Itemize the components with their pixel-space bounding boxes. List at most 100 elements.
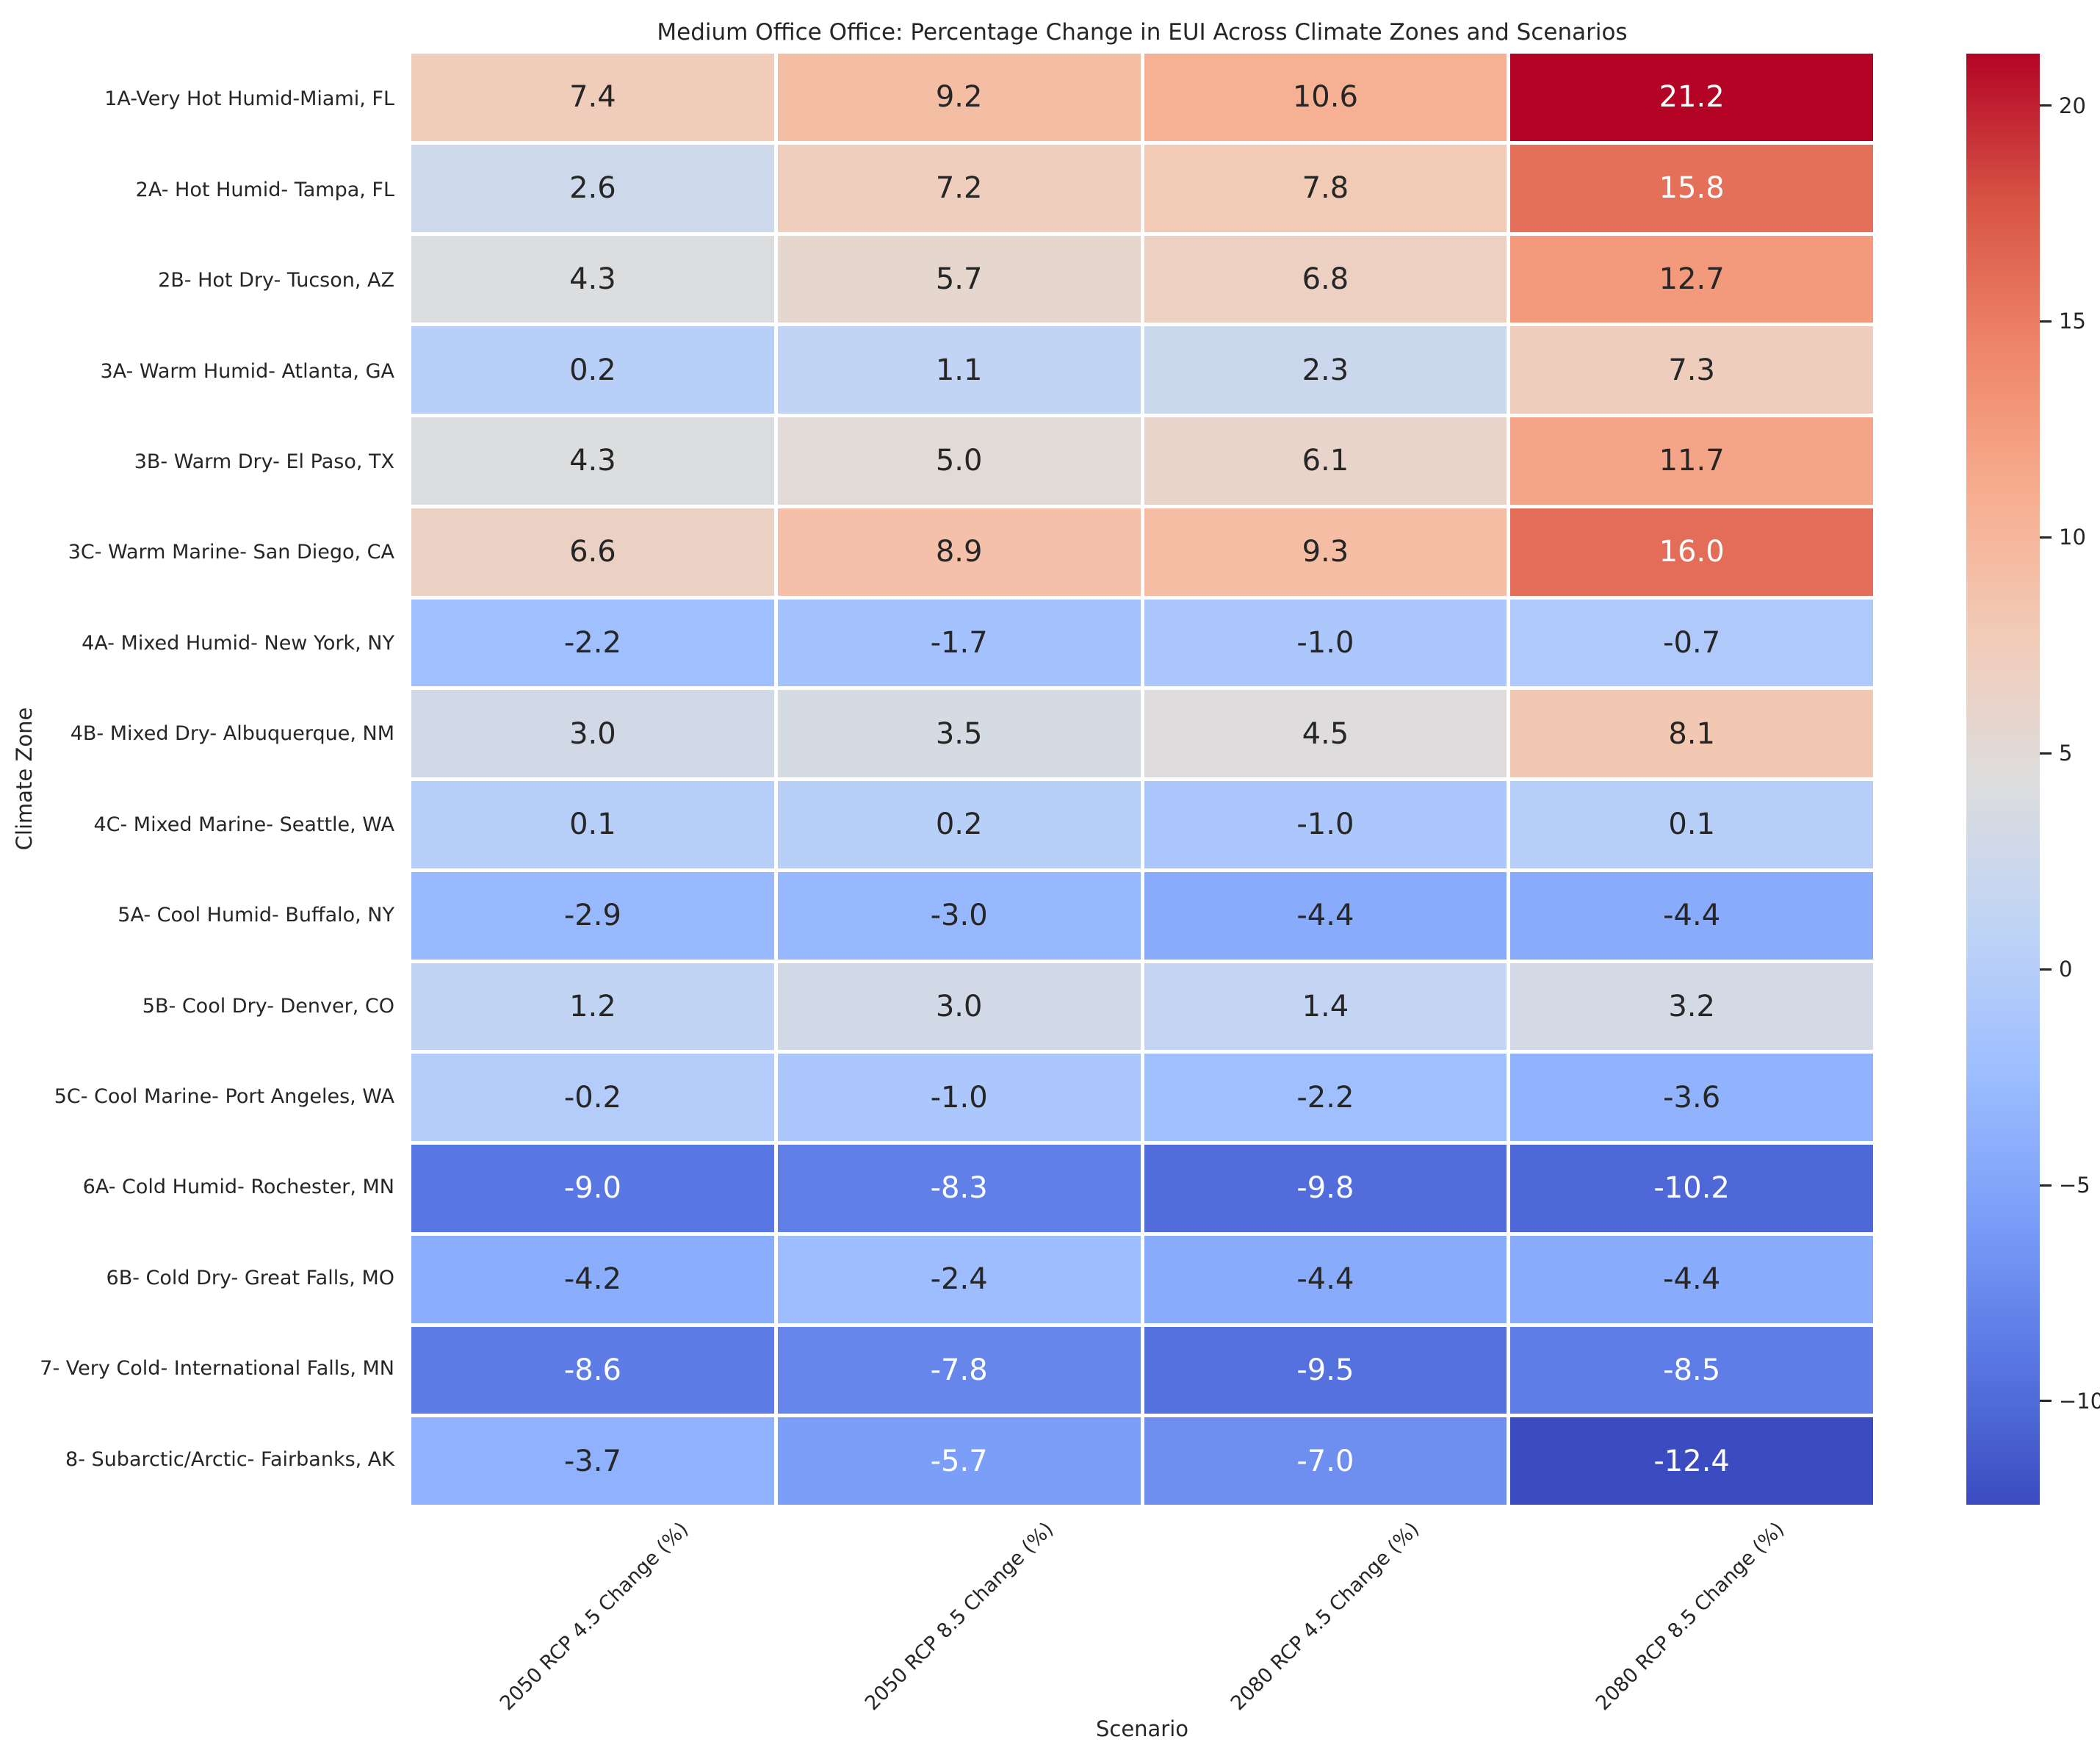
heatmap-cell: 15.8 xyxy=(1510,144,1873,232)
heatmap-grid: 7.4 9.2 10.6 21.2 2.6 7.2 7.8 15.8 4.3 5.7 6.8 12.7… xyxy=(411,54,1873,1505)
colorbar-tick-label: −5 xyxy=(2059,1173,2090,1198)
heatmap-cell: 7.4 xyxy=(411,54,774,141)
heatmap-cell: 12.7 xyxy=(1510,235,1873,323)
heatmap-cell: -9.0 xyxy=(411,1145,774,1232)
heatmap-cell: -10.2 xyxy=(1510,1145,1873,1232)
heatmap-cell: -1.0 xyxy=(1144,781,1507,868)
heatmap-cell: 3.5 xyxy=(777,690,1141,777)
colorbar-tick-label: 10 xyxy=(2059,525,2086,550)
heatmap-cell: 1.4 xyxy=(1144,962,1507,1051)
heatmap-cell: -1.0 xyxy=(1144,599,1507,687)
heatmap-cell: 2.6 xyxy=(411,144,774,232)
heatmap-cell: 16.0 xyxy=(1510,508,1873,596)
colorbar-tick-mark xyxy=(2040,968,2052,971)
colorbar-tick-mark xyxy=(2040,536,2052,539)
y-tick-label: 1A-Very Hot Humid-Miami, FL xyxy=(104,87,394,111)
heatmap-cell: 1.1 xyxy=(777,326,1141,414)
heatmap-cell: -4.4 xyxy=(1510,871,1873,960)
colorbar-tick-label: 15 xyxy=(2059,309,2086,334)
chart-title: Medium Office Office: Percentage Change … xyxy=(657,19,1628,46)
heatmap-cell: 7.8 xyxy=(1144,144,1507,232)
y-tick-label: 4C- Mixed Marine- Seattle, WA xyxy=(93,813,394,836)
colorbar-tick-mark xyxy=(2040,752,2052,755)
y-tick-label: 8- Subarctic/Arctic- Fairbanks, AK xyxy=(65,1447,394,1471)
colorbar-tick-label: 20 xyxy=(2059,93,2086,118)
y-tick-label: 4A- Mixed Humid- New York, NY xyxy=(82,631,394,655)
heatmap-cell: 6.6 xyxy=(411,508,774,596)
heatmap-cell: 1.2 xyxy=(411,962,774,1051)
heatmap-cell: -2.2 xyxy=(1144,1054,1507,1141)
y-tick-label: 5A- Cool Humid- Buffalo, NY xyxy=(118,904,394,927)
y-tick-label: 2B- Hot Dry- Tucson, AZ xyxy=(158,269,394,292)
y-tick-label: 3A- Warm Humid- Atlanta, GA xyxy=(100,359,394,383)
x-tick-label: 2050 RCP 4.5 Change (%) xyxy=(495,1517,693,1716)
heatmap-cell: -7.8 xyxy=(777,1326,1141,1414)
y-tick-label: 6B- Cold Dry- Great Falls, MO xyxy=(106,1266,394,1289)
colorbar-tick-label: 5 xyxy=(2059,741,2073,766)
heatmap-cell: 3.2 xyxy=(1510,962,1873,1051)
heatmap-cell: 3.0 xyxy=(411,690,774,777)
heatmap-cell: -5.7 xyxy=(777,1417,1141,1505)
y-tick-label: 7- Very Cold- International Falls, MN xyxy=(40,1357,394,1381)
y-tick-label: 4B- Mixed Dry- Albuquerque, NM xyxy=(70,722,394,746)
colorbar-tick-label: −10 xyxy=(2059,1388,2100,1414)
heatmap-cell: 0.2 xyxy=(777,781,1141,868)
heatmap-cell: -8.6 xyxy=(411,1326,774,1414)
x-tick-label: 2080 RCP 8.5 Change (%) xyxy=(1592,1517,1789,1716)
heatmap-cell: -8.3 xyxy=(777,1145,1141,1232)
heatmap-cell: 5.0 xyxy=(777,417,1141,505)
heatmap-cell: 9.3 xyxy=(1144,508,1507,596)
colorbar-tick-mark xyxy=(2040,1184,2052,1187)
heatmap-cell: 0.1 xyxy=(411,781,774,868)
colorbar-tick-mark xyxy=(2040,320,2052,323)
heatmap-cell: 7.2 xyxy=(777,144,1141,232)
heatmap-cell: 21.2 xyxy=(1510,54,1873,141)
heatmap-cell: -2.9 xyxy=(411,871,774,960)
heatmap-cell: -4.4 xyxy=(1144,871,1507,960)
heatmap-cell: 4.5 xyxy=(1144,690,1507,777)
heatmap-cell: -9.5 xyxy=(1144,1326,1507,1414)
heatmap-cell: -8.5 xyxy=(1510,1326,1873,1414)
heatmap-cell: -2.4 xyxy=(777,1235,1141,1323)
x-tick-label: 2080 RCP 4.5 Change (%) xyxy=(1226,1517,1424,1716)
heatmap-cell: 6.1 xyxy=(1144,417,1507,505)
heatmap-cell: -2.2 xyxy=(411,599,774,687)
heatmap-cell: -7.0 xyxy=(1144,1417,1507,1505)
heatmap-cell: 10.6 xyxy=(1144,54,1507,141)
heatmap-cell: 3.0 xyxy=(777,962,1141,1051)
heatmap-cell: -4.4 xyxy=(1144,1235,1507,1323)
heatmap-cell: 8.9 xyxy=(777,508,1141,596)
y-axis-tick-labels: 1A-Very Hot Humid-Miami, FL 2A- Hot Humid… xyxy=(0,54,394,1505)
heatmap-cell: -3.6 xyxy=(1510,1054,1873,1141)
heatmap-cell: -12.4 xyxy=(1510,1417,1873,1505)
x-tick-label: 2050 RCP 8.5 Change (%) xyxy=(861,1517,1058,1716)
heatmap-cell: 4.3 xyxy=(411,417,774,505)
colorbar-tick-label: 0 xyxy=(2059,957,2073,982)
y-tick-label: 3C- Warm Marine- San Diego, CA xyxy=(68,541,394,564)
heatmap-cell: 6.8 xyxy=(1144,235,1507,323)
heatmap-cell: -0.7 xyxy=(1510,599,1873,687)
x-axis-title: Scenario xyxy=(1095,1716,1189,1741)
y-tick-label: 2A- Hot Humid- Tampa, FL xyxy=(135,178,394,201)
heatmap-cell: 0.2 xyxy=(411,326,774,414)
heatmap-cell: -1.0 xyxy=(777,1054,1141,1141)
heatmap-cell: -1.7 xyxy=(777,599,1141,687)
y-tick-label: 5B- Cool Dry- Denver, CO xyxy=(142,994,394,1018)
heatmap-cell: 8.1 xyxy=(1510,690,1873,777)
y-tick-label: 6A- Cold Humid- Rochester, MN xyxy=(82,1176,394,1199)
heatmap-cell: -4.2 xyxy=(411,1235,774,1323)
heatmap-cell: -0.2 xyxy=(411,1054,774,1141)
heatmap-cell: 9.2 xyxy=(777,54,1141,141)
colorbar-tick-mark xyxy=(2040,1400,2052,1403)
y-tick-label: 3B- Warm Dry- El Paso, TX xyxy=(134,450,394,473)
heatmap-cell: 7.3 xyxy=(1510,326,1873,414)
y-tick-label: 5C- Cool Marine- Port Angeles, WA xyxy=(54,1085,394,1109)
heatmap-cell: 4.3 xyxy=(411,235,774,323)
heatmap-cell: -9.8 xyxy=(1144,1145,1507,1232)
heatmap-cell: 2.3 xyxy=(1144,326,1507,414)
heatmap-cell: -4.4 xyxy=(1510,1235,1873,1323)
colorbar xyxy=(1966,54,2040,1505)
heatmap-cell: -3.7 xyxy=(411,1417,774,1505)
heatmap-cell: -3.0 xyxy=(777,871,1141,960)
